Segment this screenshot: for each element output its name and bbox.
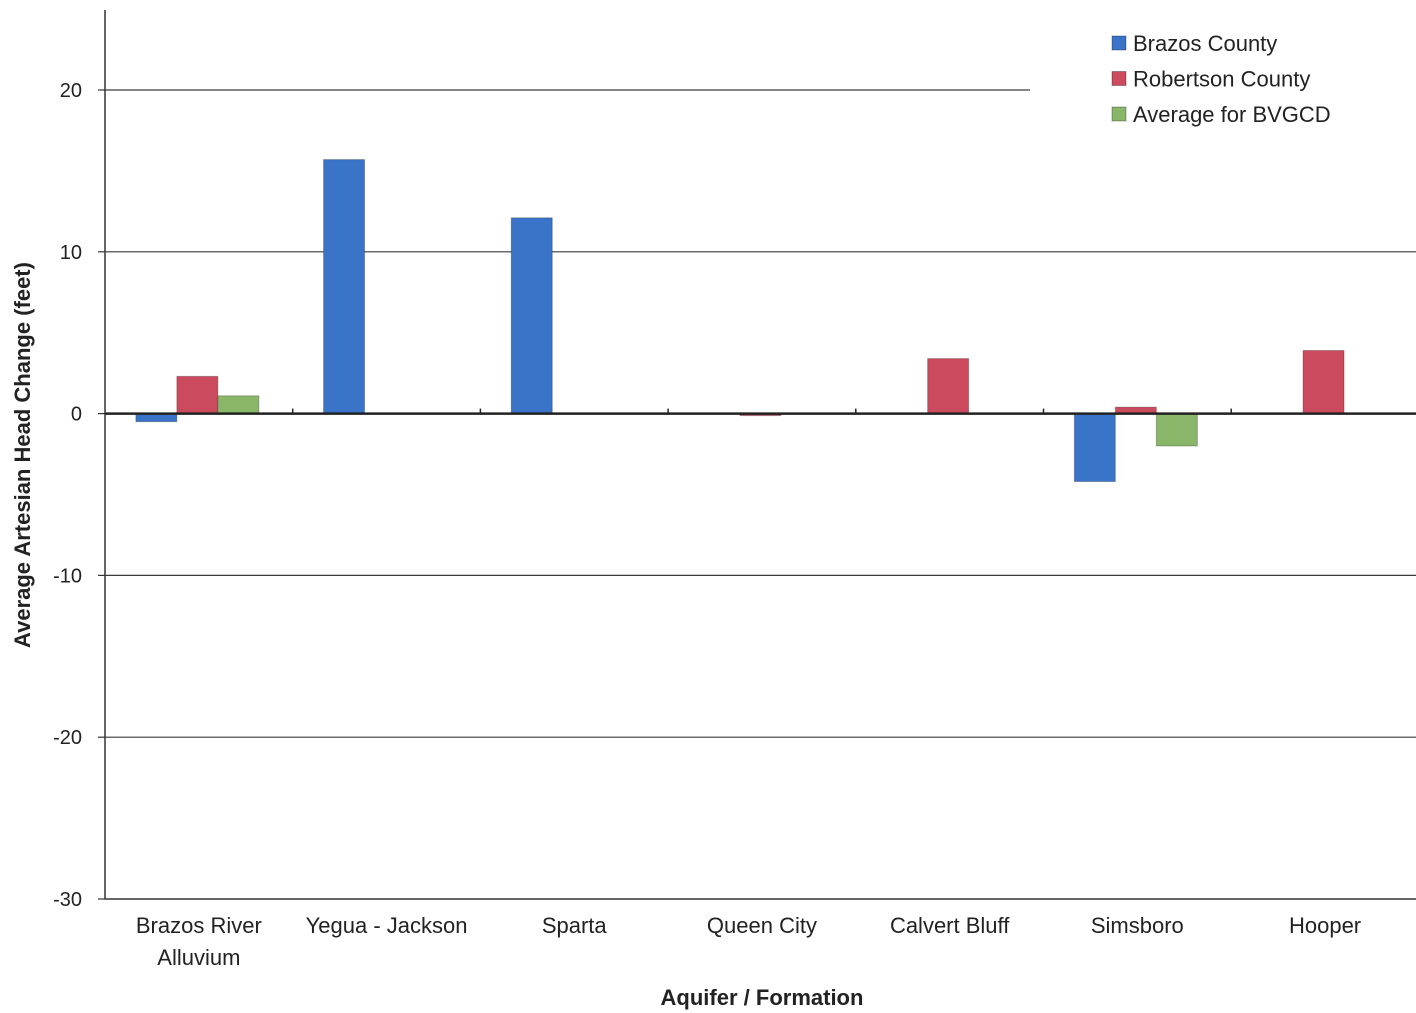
x-axis: [105, 408, 1416, 900]
y-tick-label: -30: [53, 889, 82, 911]
category-label: Queen City: [707, 913, 817, 938]
gridlines: [105, 89, 1416, 738]
legend-swatch: [1111, 35, 1127, 51]
legend-label: Average for BVGCD: [1133, 102, 1331, 127]
legend-label: Robertson County: [1133, 67, 1310, 92]
y-axis-title: Average Artesian Head Change (feet): [10, 262, 35, 648]
y-tick-label: -10: [53, 565, 82, 587]
category-label: Sparta: [542, 913, 608, 938]
legend-label: Brazos County: [1133, 31, 1277, 56]
y-axis: -30 -20 -10 0 10 20: [53, 10, 106, 911]
bar: [510, 217, 553, 415]
bar: [1155, 413, 1198, 447]
legend: Brazos County Robertson County Average for…: [1111, 31, 1331, 127]
legend-swatch: [1111, 71, 1127, 86]
legend-swatch: [1111, 106, 1127, 122]
bar: [323, 159, 366, 415]
category-label: Simsboro: [1091, 913, 1184, 938]
y-tick-label: 20: [60, 80, 82, 102]
x-axis-title: Aquifer / Formation: [661, 985, 864, 1010]
bar: [217, 395, 260, 415]
category-labels: Brazos River Alluvium Yegua - Jackson Spart…: [136, 913, 1361, 970]
category-label: Hooper: [1289, 913, 1361, 938]
category-label: Yegua - Jackson: [306, 913, 468, 938]
bars: [135, 159, 1345, 483]
bar: [1073, 413, 1116, 483]
bar: [927, 358, 970, 415]
category-label: Brazos River Alluvium: [136, 913, 262, 970]
y-tick-label: 0: [71, 404, 82, 426]
category-label: Calvert Bluff: [890, 913, 1010, 938]
bar: [176, 375, 219, 415]
y-tick-label: -20: [53, 727, 82, 749]
y-tick-label: 10: [60, 242, 82, 264]
bar: [1302, 349, 1345, 415]
